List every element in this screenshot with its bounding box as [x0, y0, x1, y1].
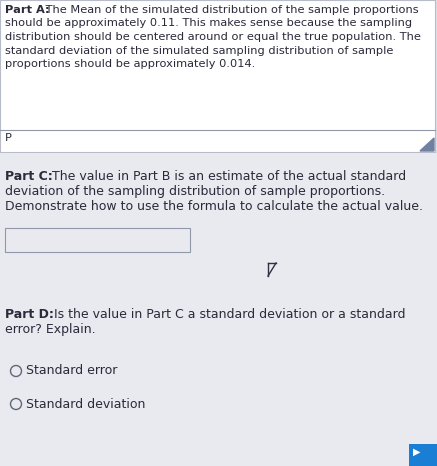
Text: standard deviation of the simulated sampling distribution of sample: standard deviation of the simulated samp…	[5, 46, 393, 55]
Text: proportions should be approximately 0.014.: proportions should be approximately 0.01…	[5, 59, 255, 69]
Text: Part C:: Part C:	[5, 170, 53, 183]
Text: P: P	[5, 133, 12, 143]
Text: The value in Part B is an estimate of the actual standard: The value in Part B is an estimate of th…	[48, 170, 406, 183]
Text: The Mean of the simulated distribution of the sample proportions: The Mean of the simulated distribution o…	[42, 5, 419, 15]
Circle shape	[10, 398, 21, 410]
Text: Is the value in Part C a standard deviation or a standard: Is the value in Part C a standard deviat…	[50, 308, 406, 321]
Text: ▶: ▶	[413, 447, 420, 457]
FancyBboxPatch shape	[5, 228, 190, 252]
Text: Part D:: Part D:	[5, 308, 54, 321]
Text: Standard deviation: Standard deviation	[26, 397, 146, 411]
Text: Standard error: Standard error	[26, 364, 118, 377]
Text: Part A:: Part A:	[5, 5, 50, 15]
Text: Demonstrate how to use the formula to calculate the actual value.: Demonstrate how to use the formula to ca…	[5, 200, 423, 213]
Polygon shape	[420, 138, 434, 151]
Text: error? Explain.: error? Explain.	[5, 323, 96, 336]
Text: distribution should be centered around or equal the true population. The: distribution should be centered around o…	[5, 32, 421, 42]
FancyBboxPatch shape	[0, 153, 437, 466]
Circle shape	[10, 365, 21, 377]
FancyBboxPatch shape	[0, 0, 435, 152]
Text: should be approximately 0.11. This makes sense because the sampling: should be approximately 0.11. This makes…	[5, 19, 412, 28]
FancyBboxPatch shape	[409, 444, 437, 466]
Text: deviation of the sampling distribution of sample proportions.: deviation of the sampling distribution o…	[5, 185, 385, 198]
